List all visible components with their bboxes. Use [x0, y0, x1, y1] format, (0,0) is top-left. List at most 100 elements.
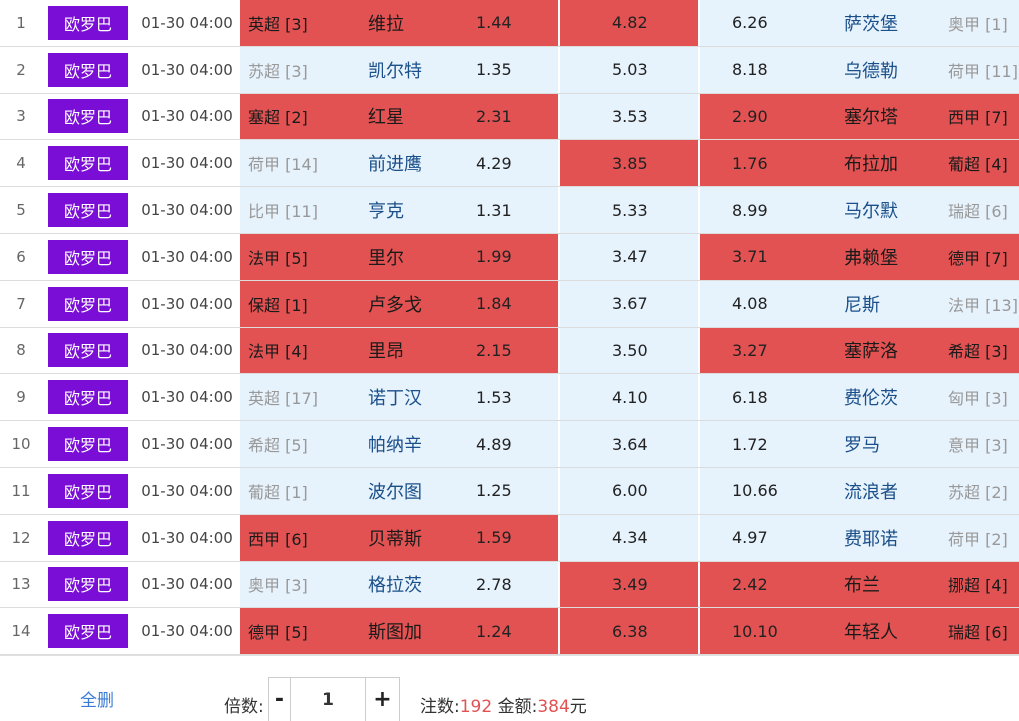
- match-number: 9: [0, 374, 42, 421]
- home-win-option[interactable]: 法甲 [4] 里昂 2.15: [240, 327, 558, 374]
- draw-option[interactable]: 3.47: [560, 234, 698, 280]
- away-team-rank: 瑞超 [6]: [948, 623, 1008, 643]
- away-win-option[interactable]: 3.71 弗赖堡 德甲 [7]: [700, 234, 1019, 280]
- away-team-name: 塞尔塔: [844, 107, 898, 129]
- draw-option[interactable]: 6.38: [560, 608, 698, 655]
- away-win-option[interactable]: 1.76 布拉加 葡超 [4]: [700, 140, 1019, 187]
- away-team-name: 萨茨堡: [844, 13, 898, 35]
- home-team-name: 诺丁汉: [368, 388, 422, 410]
- draw-odds: 3.64: [612, 434, 648, 454]
- match-row: 5 欧罗巴 01-30 04:00 比甲 [11] 亨克 1.31 5.33 8.99 马尔默 瑞…: [0, 187, 1019, 234]
- away-win-odds: 2.42: [732, 574, 768, 594]
- league-badge: 欧罗巴: [48, 193, 128, 228]
- away-team-name: 弗赖堡: [844, 247, 898, 269]
- match-row: 3 欧罗巴 01-30 04:00 塞超 [2] 红星 2.31 3.53 2.90 塞尔塔 西甲…: [0, 93, 1019, 141]
- match-time: 01-30 04:00: [136, 327, 238, 374]
- away-team-rank: 匈甲 [3]: [948, 389, 1008, 409]
- home-win-option[interactable]: 荷甲 [14] 前进鹰 4.29: [240, 140, 558, 187]
- away-win-option[interactable]: 10.66 流浪者 苏超 [2]: [700, 468, 1019, 514]
- home-win-odds: 4.29: [476, 153, 512, 173]
- away-win-option[interactable]: 1.72 罗马 意甲 [3]: [700, 421, 1019, 467]
- home-win-option[interactable]: 葡超 [1] 波尔图 1.25: [240, 468, 558, 514]
- draw-option[interactable]: 6.00: [560, 468, 698, 514]
- away-win-option[interactable]: 8.99 马尔默 瑞超 [6]: [700, 187, 1019, 233]
- bets-label: 注数:: [420, 697, 460, 717]
- league-badge: 欧罗巴: [48, 520, 128, 555]
- home-team-name: 格拉茨: [368, 575, 422, 597]
- home-win-option[interactable]: 保超 [1] 卢多戈 1.84: [240, 280, 558, 327]
- away-win-odds: 4.08: [732, 294, 768, 314]
- away-win-option[interactable]: 4.08 尼斯 法甲 [13]: [700, 280, 1019, 327]
- home-team-rank: 奥甲 [3]: [248, 576, 308, 596]
- away-win-option[interactable]: 6.18 费伦茨 匈甲 [3]: [700, 374, 1019, 421]
- match-row: 9 欧罗巴 01-30 04:00 英超 [17] 诺丁汉 1.53 4.10 6.18 费伦茨…: [0, 374, 1019, 422]
- home-win-option[interactable]: 英超 [17] 诺丁汉 1.53: [240, 374, 558, 421]
- home-win-option[interactable]: 希超 [5] 帕纳辛 4.89: [240, 421, 558, 467]
- away-win-odds: 6.26: [732, 13, 768, 33]
- draw-odds: 3.50: [612, 340, 648, 360]
- draw-option[interactable]: 3.67: [560, 280, 698, 327]
- home-win-option[interactable]: 比甲 [11] 亨克 1.31: [240, 187, 558, 233]
- league-badge: 欧罗巴: [48, 146, 128, 181]
- away-win-option[interactable]: 2.42 布兰 挪超 [4]: [700, 561, 1019, 608]
- home-team-name: 斯图加: [368, 622, 422, 644]
- amount-label: 金额:: [497, 697, 538, 717]
- league-cell: 欧罗巴: [48, 328, 128, 374]
- home-win-option[interactable]: 西甲 [6] 贝蒂斯 1.59: [240, 514, 558, 561]
- league-badge: 欧罗巴: [48, 614, 128, 649]
- home-win-odds: 1.31: [476, 200, 512, 220]
- draw-option[interactable]: 5.33: [560, 187, 698, 233]
- home-team-rank: 法甲 [4]: [248, 342, 308, 362]
- match-time: 01-30 04:00: [136, 187, 238, 233]
- away-win-option[interactable]: 10.10 年轻人 瑞超 [6]: [700, 608, 1019, 655]
- draw-option[interactable]: 4.82: [560, 0, 698, 46]
- home-team-rank: 西甲 [6]: [248, 529, 308, 549]
- away-team-rank: 希超 [3]: [948, 342, 1008, 362]
- away-win-option[interactable]: 8.18 乌德勒 荷甲 [11]: [700, 46, 1019, 93]
- multiplier-input[interactable]: 1: [322, 689, 334, 710]
- league-badge: 欧罗巴: [48, 52, 128, 87]
- home-win-option[interactable]: 塞超 [2] 红星 2.31: [240, 93, 558, 140]
- home-team-rank: 保超 [1]: [248, 295, 308, 315]
- league-cell: 欧罗巴: [48, 515, 128, 561]
- increase-multiplier-button[interactable]: +: [365, 678, 399, 721]
- draw-option[interactable]: 3.64: [560, 421, 698, 467]
- draw-odds: 4.10: [612, 387, 648, 407]
- league-badge: 欧罗巴: [48, 567, 128, 602]
- home-win-odds: 1.35: [476, 60, 512, 80]
- home-win-option[interactable]: 法甲 [5] 里尔 1.99: [240, 234, 558, 280]
- draw-option[interactable]: 4.10: [560, 374, 698, 421]
- amount-value: 384: [537, 697, 570, 717]
- home-win-option[interactable]: 德甲 [5] 斯图加 1.24: [240, 608, 558, 655]
- draw-odds: 4.82: [612, 13, 648, 33]
- draw-option[interactable]: 3.50: [560, 327, 698, 374]
- home-win-option[interactable]: 英超 [3] 维拉 1.44: [240, 0, 558, 46]
- match-time: 01-30 04:00: [136, 608, 238, 655]
- match-number: 3: [0, 93, 42, 140]
- draw-option[interactable]: 5.03: [560, 46, 698, 93]
- draw-option[interactable]: 3.53: [560, 93, 698, 140]
- draw-odds: 6.38: [612, 621, 648, 641]
- away-win-option[interactable]: 3.27 塞萨洛 希超 [3]: [700, 327, 1019, 374]
- match-number: 2: [0, 46, 42, 93]
- draw-option[interactable]: 4.34: [560, 514, 698, 561]
- away-win-option[interactable]: 4.97 费耶诺 荷甲 [2]: [700, 514, 1019, 561]
- bet-footer: 全删 倍数: - 1 + 注数:192 金额:384元: [0, 655, 1019, 721]
- match-time: 01-30 04:00: [136, 514, 238, 561]
- league-badge: 欧罗巴: [48, 427, 128, 462]
- clear-all-button[interactable]: 全删: [80, 691, 114, 711]
- decrease-multiplier-button[interactable]: -: [269, 678, 291, 721]
- league-cell: 欧罗巴: [48, 562, 128, 608]
- home-win-odds: 2.78: [476, 574, 512, 594]
- away-win-option[interactable]: 2.90 塞尔塔 西甲 [7]: [700, 93, 1019, 140]
- home-win-option[interactable]: 奥甲 [3] 格拉茨 2.78: [240, 561, 558, 608]
- draw-option[interactable]: 3.85: [560, 140, 698, 187]
- draw-option[interactable]: 3.49: [560, 561, 698, 608]
- match-row: 14 欧罗巴 01-30 04:00 德甲 [5] 斯图加 1.24 6.38 10.10 年轻…: [0, 608, 1019, 656]
- away-win-option[interactable]: 6.26 萨茨堡 奥甲 [1]: [700, 0, 1019, 46]
- away-win-odds: 8.99: [732, 200, 768, 220]
- away-win-odds: 2.90: [732, 106, 768, 126]
- away-win-odds: 1.76: [732, 153, 768, 173]
- home-win-option[interactable]: 苏超 [3] 凯尔特 1.35: [240, 46, 558, 93]
- league-cell: 欧罗巴: [48, 281, 128, 327]
